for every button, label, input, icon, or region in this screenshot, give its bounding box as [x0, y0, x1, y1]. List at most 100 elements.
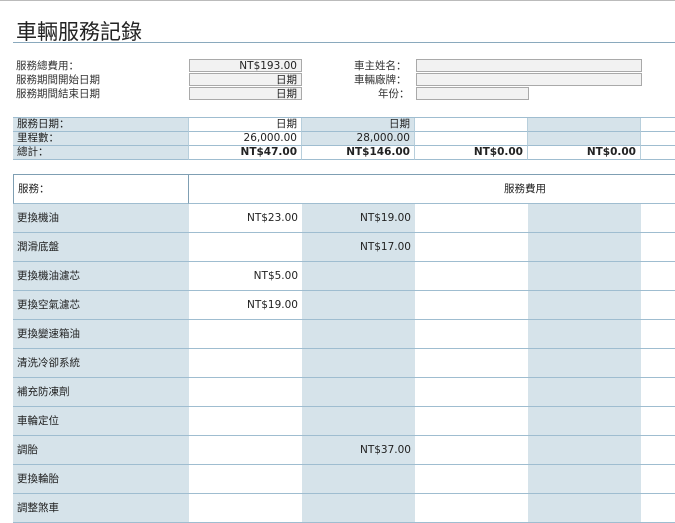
- service-row-label: 更換輪胎: [13, 465, 189, 494]
- total-cost-label: 服務總費用：: [16, 60, 79, 72]
- service-cost-cell[interactable]: NT$19.00: [189, 291, 302, 320]
- service-cost-cell[interactable]: [302, 465, 415, 494]
- service-cost-cell[interactable]: [189, 320, 302, 349]
- service-cost-cell[interactable]: [641, 291, 675, 320]
- total-cost-field[interactable]: NT$193.00: [189, 59, 302, 72]
- service-cost-cell[interactable]: [641, 407, 675, 436]
- make-label: 車輛廠牌：: [354, 74, 407, 86]
- service-row-label: 潤滑底盤: [13, 233, 189, 262]
- visit-cell[interactable]: [415, 132, 528, 146]
- visit-cell[interactable]: [415, 118, 528, 132]
- service-row-label: 調胎: [13, 436, 189, 465]
- service-cost-cell[interactable]: [302, 262, 415, 291]
- service-cost-cell[interactable]: [415, 291, 528, 320]
- service-cost-cell[interactable]: [189, 349, 302, 378]
- service-row-label: 更換空氣濾芯: [13, 291, 189, 320]
- service-cost-cell[interactable]: [641, 233, 675, 262]
- visit-cell[interactable]: NT$0.00: [528, 146, 641, 160]
- service-cost-cell[interactable]: [641, 436, 675, 465]
- visit-cell[interactable]: 日期: [189, 118, 302, 132]
- service-cost-cell[interactable]: [415, 378, 528, 407]
- service-cost-cell[interactable]: [415, 320, 528, 349]
- service-row-label: 清洗冷卻系統: [13, 349, 189, 378]
- service-cost-table: 服務： 服務費用 更換機油 NT$23.00 NT$19.00 潤滑底盤 NT$17.0…: [13, 174, 675, 523]
- service-cost-cell[interactable]: [528, 494, 641, 523]
- end-date-field[interactable]: 日期: [189, 87, 302, 100]
- window-top-border: [0, 0, 675, 1]
- year-label: 年份：: [378, 88, 410, 100]
- service-cost-cell[interactable]: [528, 291, 641, 320]
- service-cost-cell[interactable]: [528, 407, 641, 436]
- service-cost-cell[interactable]: [528, 349, 641, 378]
- visit-cell[interactable]: [528, 132, 641, 146]
- start-date-label: 服務期間開始日期: [16, 74, 100, 86]
- service-cost-cell[interactable]: NT$37.00: [302, 436, 415, 465]
- service-cost-cell[interactable]: [415, 204, 528, 233]
- visit-cell[interactable]: [641, 146, 675, 160]
- service-cost-cell[interactable]: [415, 349, 528, 378]
- visit-cell[interactable]: 26,000.00: [189, 132, 302, 146]
- service-cost-cell[interactable]: [415, 262, 528, 291]
- end-date-label: 服務期間結束日期: [16, 88, 100, 100]
- service-cost-cell[interactable]: [302, 407, 415, 436]
- year-field[interactable]: [416, 87, 529, 100]
- service-cost-cell[interactable]: [415, 233, 528, 262]
- start-date-field[interactable]: 日期: [189, 73, 302, 86]
- service-cost-cell[interactable]: [302, 320, 415, 349]
- service-cost-cell[interactable]: [189, 465, 302, 494]
- service-row-label: 車輪定位: [13, 407, 189, 436]
- service-cost-cell[interactable]: [415, 494, 528, 523]
- service-cost-cell[interactable]: [641, 494, 675, 523]
- service-cost-cell[interactable]: [641, 465, 675, 494]
- service-cost-cell[interactable]: NT$23.00: [189, 204, 302, 233]
- service-row-label: 更換機油: [13, 204, 189, 233]
- visit-row-label: 總計：: [13, 146, 189, 160]
- service-row-label: 調整煞車: [13, 494, 189, 523]
- visit-cell[interactable]: [528, 118, 641, 132]
- service-costs-header: 服務費用: [189, 175, 675, 204]
- service-row-label: 更換機油濾芯: [13, 262, 189, 291]
- service-cost-cell[interactable]: [189, 233, 302, 262]
- service-cost-cell[interactable]: [528, 320, 641, 349]
- service-row-label: 更換變速箱油: [13, 320, 189, 349]
- service-cost-cell[interactable]: [528, 262, 641, 291]
- service-cost-cell[interactable]: [641, 320, 675, 349]
- service-cost-cell[interactable]: [415, 436, 528, 465]
- service-cost-cell[interactable]: [189, 407, 302, 436]
- service-cost-cell[interactable]: [302, 494, 415, 523]
- service-cost-cell[interactable]: [641, 204, 675, 233]
- visit-cell[interactable]: [641, 118, 675, 132]
- visit-cell[interactable]: NT$146.00: [302, 146, 415, 160]
- service-row-label: 補充防凍劑: [13, 378, 189, 407]
- service-cost-cell[interactable]: [641, 378, 675, 407]
- visit-row-label: 服務日期：: [13, 118, 189, 132]
- service-cost-cell[interactable]: [528, 436, 641, 465]
- visit-cell[interactable]: NT$47.00: [189, 146, 302, 160]
- visit-cell[interactable]: 日期: [302, 118, 415, 132]
- service-cost-cell[interactable]: [302, 291, 415, 320]
- service-cost-cell[interactable]: [528, 465, 641, 494]
- visit-cell[interactable]: NT$0.00: [415, 146, 528, 160]
- service-cost-cell[interactable]: [189, 436, 302, 465]
- service-cost-cell[interactable]: [528, 378, 641, 407]
- visit-cell[interactable]: [641, 132, 675, 146]
- service-cost-cell[interactable]: [189, 494, 302, 523]
- service-cost-cell[interactable]: [302, 349, 415, 378]
- service-cost-cell[interactable]: [528, 204, 641, 233]
- visit-cell[interactable]: 28,000.00: [302, 132, 415, 146]
- visit-summary-table: 服務日期： 日期 日期 里程數： 26,000.00 28,000.00 總計： NT$47.…: [13, 117, 675, 160]
- service-cost-cell[interactable]: [415, 407, 528, 436]
- service-cost-cell[interactable]: [415, 465, 528, 494]
- service-cost-cell[interactable]: [302, 378, 415, 407]
- page-title: 車輛服務記錄: [16, 20, 142, 44]
- owner-field[interactable]: [416, 59, 642, 72]
- service-cost-cell[interactable]: NT$5.00: [189, 262, 302, 291]
- service-cost-cell[interactable]: [641, 349, 675, 378]
- service-cost-cell[interactable]: [641, 262, 675, 291]
- make-field[interactable]: [416, 73, 642, 86]
- service-cost-cell[interactable]: [189, 378, 302, 407]
- service-cost-cell[interactable]: [528, 233, 641, 262]
- service-header-label: 服務：: [13, 175, 189, 204]
- service-cost-cell[interactable]: NT$19.00: [302, 204, 415, 233]
- service-cost-cell[interactable]: NT$17.00: [302, 233, 415, 262]
